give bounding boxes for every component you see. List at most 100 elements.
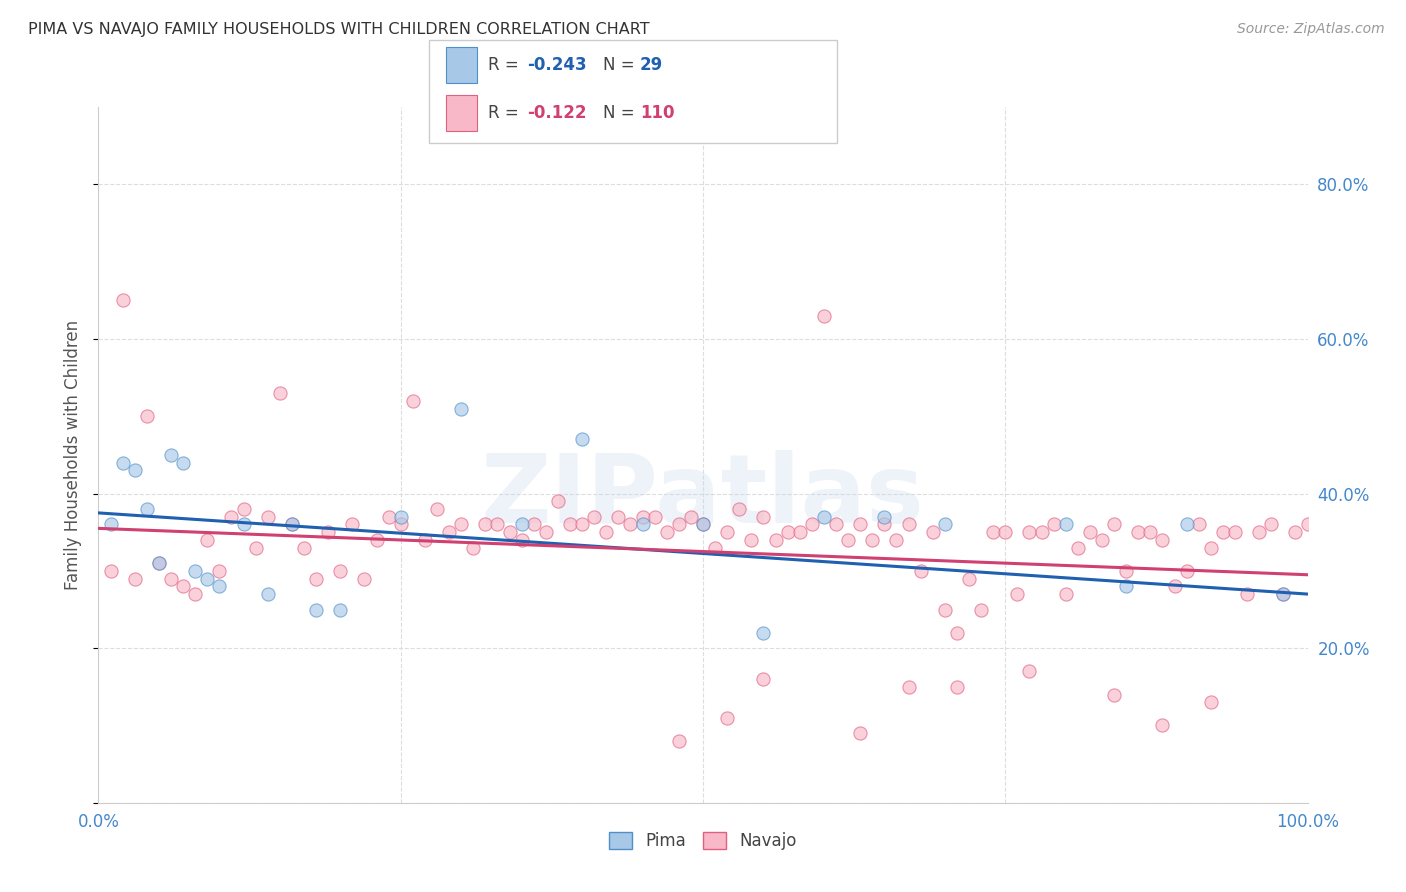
Point [342, 517, 364, 532]
Text: ZIPatlas: ZIPatlas [481, 450, 925, 543]
Point [994, 525, 1017, 540]
Point [571, 517, 593, 532]
Text: R =: R = [488, 56, 524, 74]
Point [692, 517, 714, 532]
Point [377, 509, 399, 524]
Point [1102, 688, 1125, 702]
Point [1115, 564, 1137, 578]
Point [583, 509, 606, 524]
Point [631, 509, 654, 524]
Point [921, 525, 943, 540]
Point [934, 517, 956, 532]
Point [752, 509, 775, 524]
Point [619, 517, 641, 532]
Point [329, 602, 352, 616]
Point [353, 572, 375, 586]
Point [1031, 525, 1053, 540]
Point [571, 433, 593, 447]
Text: Source: ZipAtlas.com: Source: ZipAtlas.com [1237, 22, 1385, 37]
Point [124, 572, 146, 586]
Point [534, 525, 557, 540]
Point [256, 509, 278, 524]
Point [765, 533, 787, 547]
Text: 110: 110 [640, 104, 675, 122]
Point [752, 672, 775, 686]
Point [897, 680, 920, 694]
Point [269, 386, 291, 401]
Point [1042, 517, 1064, 532]
Point [1163, 579, 1185, 593]
Point [679, 509, 702, 524]
Point [305, 602, 328, 616]
Point [934, 602, 956, 616]
Point [498, 525, 520, 540]
Point [1102, 517, 1125, 532]
Point [1067, 541, 1090, 555]
Point [389, 517, 412, 532]
Point [825, 517, 848, 532]
Point [413, 533, 436, 547]
Point [957, 572, 980, 586]
Point [607, 509, 630, 524]
Point [124, 463, 146, 477]
Point [1091, 533, 1114, 547]
Point [716, 711, 738, 725]
Legend: Pima, Navajo: Pima, Navajo [602, 826, 804, 857]
Point [510, 533, 533, 547]
Point [281, 517, 304, 532]
Point [1139, 525, 1161, 540]
Point [631, 517, 654, 532]
Point [184, 587, 207, 601]
Point [305, 572, 328, 586]
Point [1018, 525, 1040, 540]
Text: N =: N = [603, 104, 640, 122]
Point [281, 517, 304, 532]
Point [1199, 541, 1222, 555]
Point [437, 525, 460, 540]
Point [221, 509, 243, 524]
Point [716, 525, 738, 540]
Text: PIMA VS NAVAJO FAMILY HOUSEHOLDS WITH CHILDREN CORRELATION CHART: PIMA VS NAVAJO FAMILY HOUSEHOLDS WITH CH… [28, 22, 650, 37]
Point [184, 564, 207, 578]
Point [970, 602, 993, 616]
Point [813, 509, 835, 524]
Point [316, 525, 339, 540]
Point [1260, 517, 1282, 532]
Point [873, 509, 896, 524]
Point [402, 393, 425, 408]
Point [1115, 579, 1137, 593]
Point [740, 533, 762, 547]
Point [366, 533, 388, 547]
Point [1175, 564, 1198, 578]
Point [910, 564, 932, 578]
Point [1212, 525, 1234, 540]
Text: N =: N = [603, 56, 640, 74]
Point [692, 517, 714, 532]
Point [547, 494, 569, 508]
Point [849, 517, 872, 532]
Point [195, 533, 218, 547]
Point [655, 525, 678, 540]
Text: 29: 29 [640, 56, 664, 74]
Point [100, 517, 122, 532]
Point [232, 502, 254, 516]
Point [1199, 695, 1222, 709]
Point [752, 625, 775, 640]
Point [523, 517, 546, 532]
Point [1152, 533, 1174, 547]
Point [946, 680, 969, 694]
Point [172, 579, 194, 593]
Point [160, 572, 183, 586]
Point [135, 409, 157, 424]
Point [450, 517, 472, 532]
Point [776, 525, 799, 540]
Point [1296, 517, 1319, 532]
Point [111, 456, 134, 470]
Point [873, 517, 896, 532]
Point [1272, 587, 1295, 601]
Point [1128, 525, 1150, 540]
Point [208, 564, 231, 578]
Point [668, 734, 690, 748]
Point [849, 726, 872, 740]
Point [728, 502, 751, 516]
